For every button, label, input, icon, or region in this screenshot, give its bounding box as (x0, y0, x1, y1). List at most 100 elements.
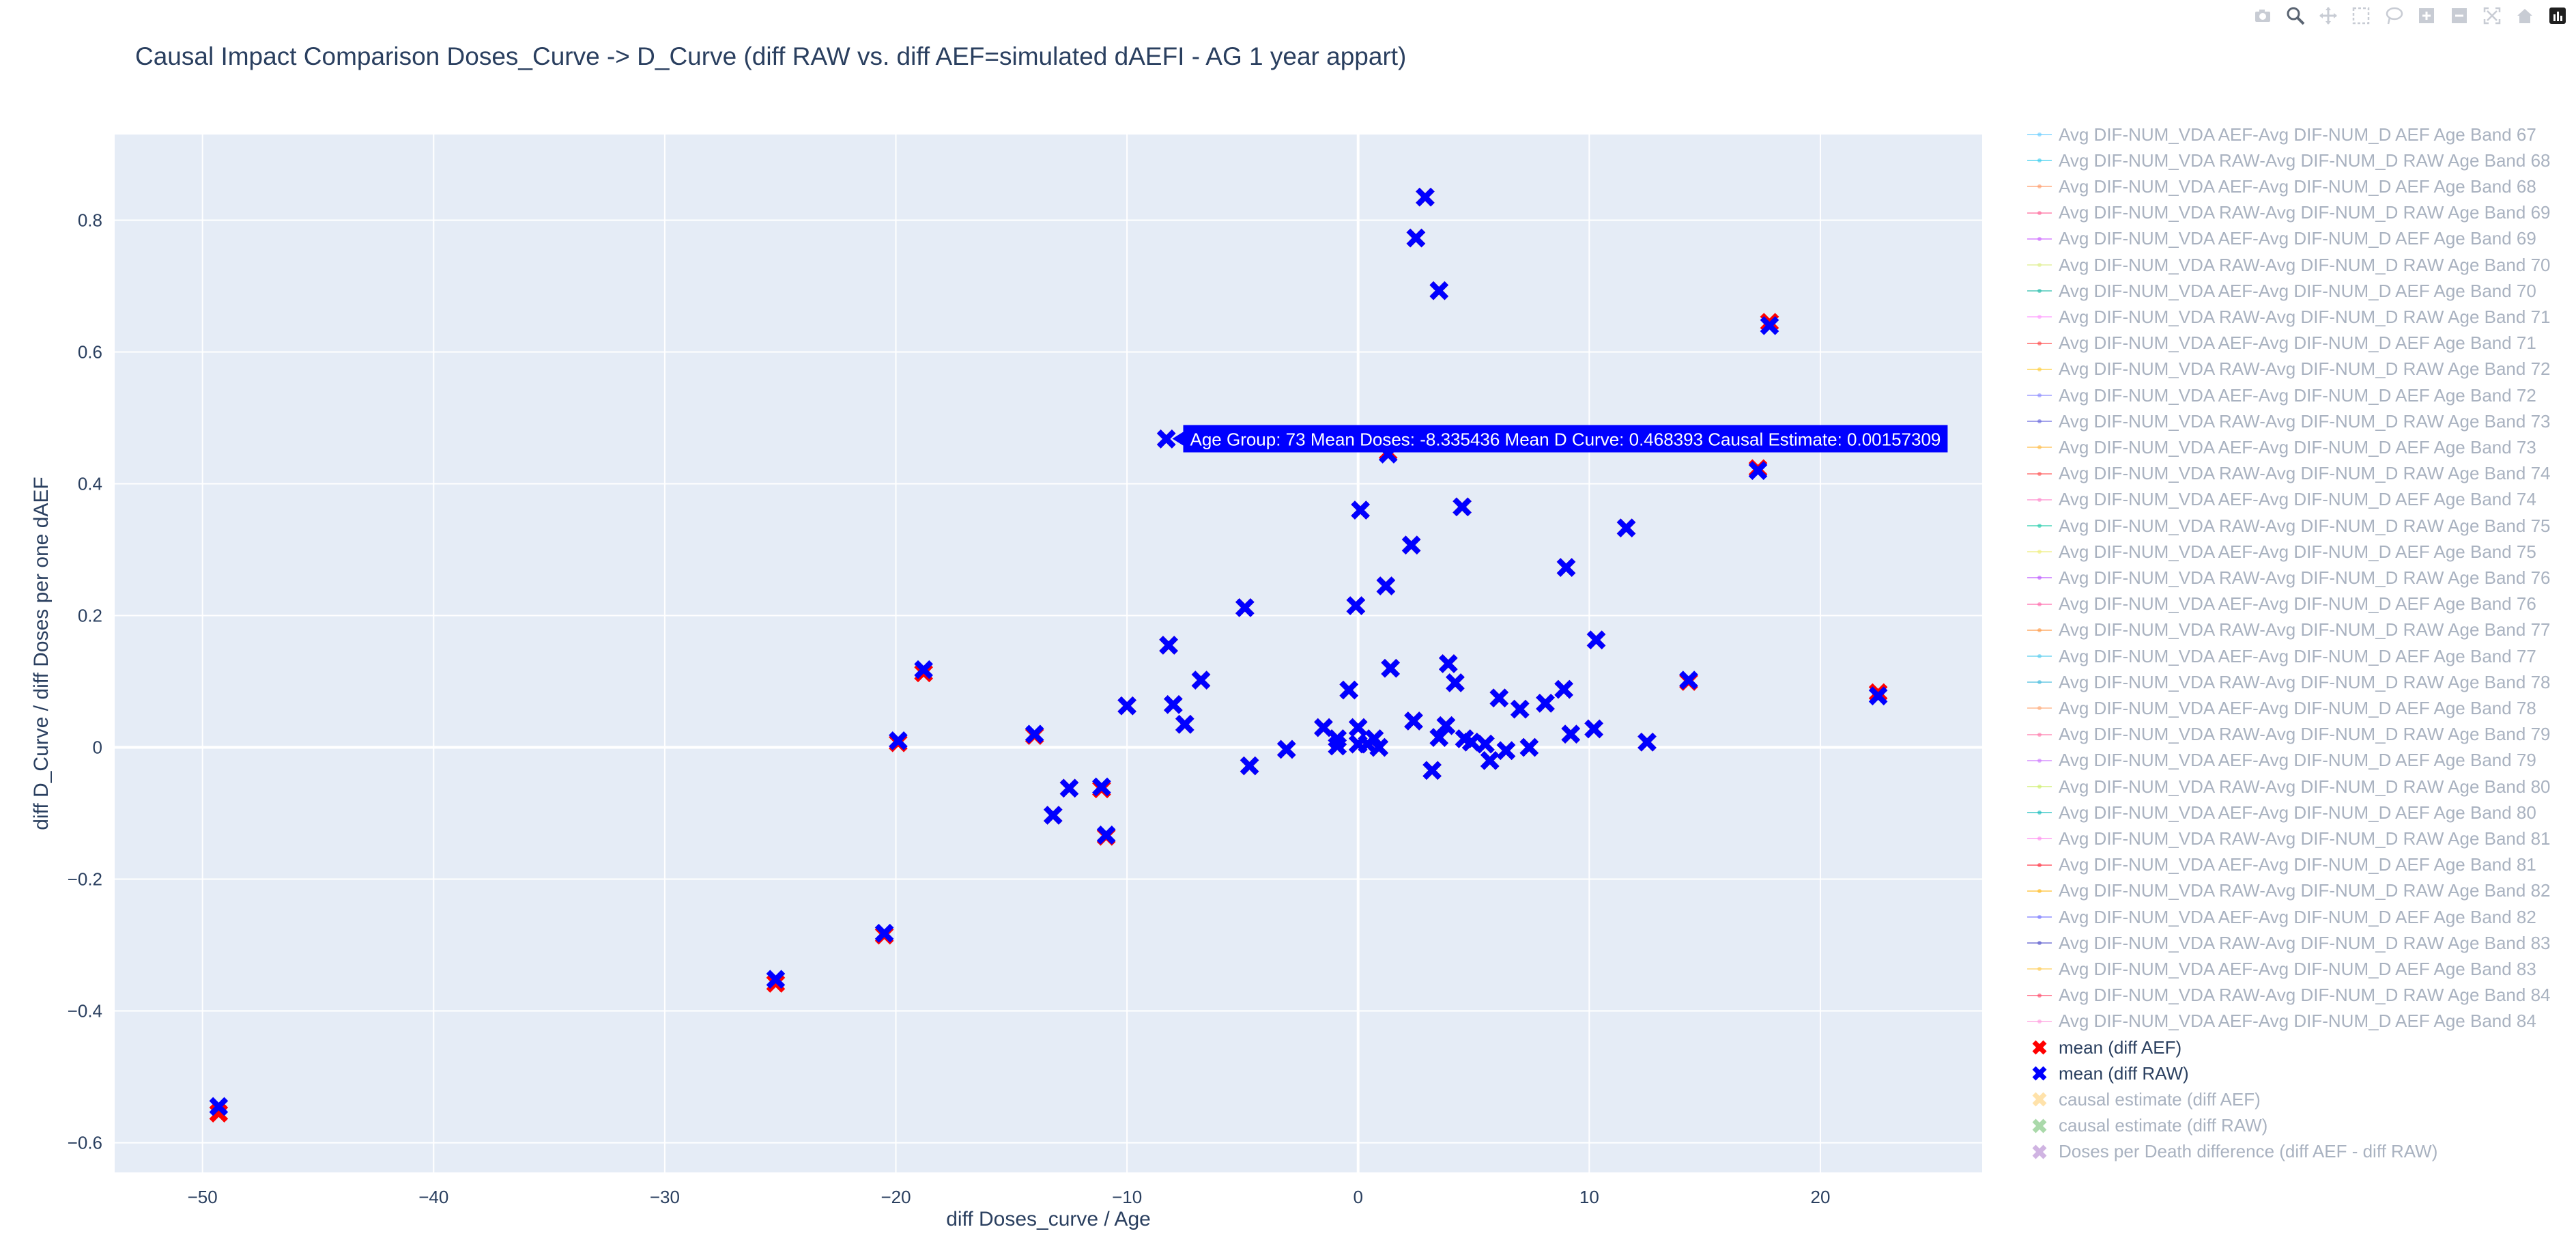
legend-item[interactable]: Avg DIF-NUM_VDA RAW-Avg DIF-NUM_D RAW Ag… (2020, 930, 2551, 956)
point-mean-diff-raw[interactable] (1760, 316, 1779, 335)
legend-item[interactable]: Avg DIF-NUM_VDA AEF-Avg DIF-NUM_D AEF Ag… (2020, 695, 2536, 721)
point-mean-diff-raw[interactable] (1438, 654, 1458, 673)
legend-item[interactable]: Avg DIF-NUM_VDA RAW-Avg DIF-NUM_D RAW Ag… (2020, 722, 2551, 748)
autoscale-icon[interactable] (2480, 4, 2504, 27)
point-mean-diff-raw[interactable] (1554, 679, 1573, 699)
legend-item[interactable]: Avg DIF-NUM_VDA AEF-Avg DIF-NUM_D AEF Ag… (2020, 487, 2536, 513)
point-mean-diff-raw[interactable] (1025, 724, 1044, 744)
point-mean-diff-raw[interactable] (1561, 724, 1581, 744)
point-mean-diff-raw[interactable] (1235, 598, 1255, 617)
point-mean-diff-raw[interactable] (766, 970, 786, 989)
point-mean-diff-raw[interactable] (1584, 719, 1603, 739)
legend-item[interactable]: Avg DIF-NUM_VDA RAW-Avg DIF-NUM_D RAW Ag… (2020, 461, 2551, 487)
plotly-logo-icon[interactable] (2546, 4, 2569, 27)
legend-item[interactable]: Avg DIF-NUM_VDA AEF-Avg DIF-NUM_D AEF Ag… (2020, 852, 2536, 878)
legend-item[interactable]: Doses per Death difference (diff AEF - d… (2020, 1139, 2437, 1165)
point-mean-diff-raw[interactable] (1489, 688, 1509, 707)
point-mean-diff-raw[interactable] (1376, 576, 1396, 595)
point-mean-diff-raw[interactable] (1156, 429, 1176, 449)
legend-item[interactable]: Avg DIF-NUM_VDA RAW-Avg DIF-NUM_D RAW Ag… (2020, 304, 2551, 330)
point-mean-diff-raw[interactable] (1480, 751, 1500, 770)
point-mean-diff-raw[interactable] (1092, 777, 1111, 797)
legend-item[interactable]: Avg DIF-NUM_VDA AEF-Avg DIF-NUM_D AEF Ag… (2020, 434, 2536, 460)
point-mean-diff-raw[interactable] (1404, 711, 1423, 731)
point-mean-diff-raw[interactable] (1276, 739, 1296, 759)
zoom-out-icon[interactable] (2448, 4, 2471, 27)
point-mean-diff-raw[interactable] (1868, 686, 1888, 706)
point-mean-diff-raw[interactable] (1748, 461, 1768, 481)
legend-item[interactable]: Avg DIF-NUM_VDA RAW-Avg DIF-NUM_D RAW Ag… (2020, 513, 2551, 539)
legend-item[interactable]: Avg DIF-NUM_VDA AEF-Avg DIF-NUM_D AEF Ag… (2020, 128, 2536, 147)
point-mean-diff-raw[interactable] (1637, 732, 1657, 752)
point-mean-diff-raw[interactable] (1446, 673, 1465, 692)
legend-item[interactable]: Avg DIF-NUM_VDA AEF-Avg DIF-NUM_D AEF Ag… (2020, 330, 2536, 356)
legend-item[interactable]: Avg DIF-NUM_VDA AEF-Avg DIF-NUM_D AEF Ag… (2020, 643, 2536, 669)
point-mean-diff-raw[interactable] (1191, 671, 1211, 690)
scatter-plot[interactable]: −50 −40 −30 −20 −10 0 10 20 −0.6 −0.4 −0.2 0 0.2 0.4 0… (0, 0, 2007, 1240)
legend-item[interactable]: causal estimate (diff AEF) (2020, 1086, 2261, 1112)
point-mean-diff-raw[interactable] (1510, 699, 1530, 719)
legend-item[interactable]: mean (diff AEF) (2020, 1034, 2181, 1060)
legend-item[interactable]: causal estimate (diff RAW) (2020, 1113, 2267, 1139)
legend-item[interactable]: Avg DIF-NUM_VDA RAW-Avg DIF-NUM_D RAW Ag… (2020, 878, 2551, 904)
point-mean-diff-raw[interactable] (1401, 535, 1421, 555)
point-mean-diff-raw[interactable] (1339, 680, 1359, 700)
reset-axes-icon[interactable] (2513, 4, 2536, 27)
pan-icon[interactable] (2317, 4, 2340, 27)
point-mean-diff-raw[interactable] (1679, 671, 1698, 690)
legend-item[interactable]: Avg DIF-NUM_VDA RAW-Avg DIF-NUM_D RAW Ag… (2020, 200, 2551, 226)
legend-item[interactable]: Avg DIF-NUM_VDA AEF-Avg DIF-NUM_D AEF Ag… (2020, 956, 2536, 982)
legend-item[interactable]: Avg DIF-NUM_VDA RAW-Avg DIF-NUM_D RAW Ag… (2020, 826, 2551, 851)
point-mean-diff-raw[interactable] (1117, 696, 1136, 716)
legend-item[interactable]: Avg DIF-NUM_VDA RAW-Avg DIF-NUM_D RAW Ag… (2020, 774, 2551, 800)
legend-item[interactable]: Avg DIF-NUM_VDA RAW-Avg DIF-NUM_D RAW Ag… (2020, 356, 2551, 382)
point-mean-diff-raw[interactable] (1096, 826, 1116, 845)
point-mean-diff-raw[interactable] (1436, 716, 1456, 735)
legend-item[interactable]: Avg DIF-NUM_VDA AEF-Avg DIF-NUM_D AEF Ag… (2020, 539, 2536, 565)
point-mean-diff-raw[interactable] (1429, 281, 1449, 300)
legend-item[interactable]: Avg DIF-NUM_VDA AEF-Avg DIF-NUM_D AEF Ag… (2020, 800, 2536, 826)
legend-item[interactable]: Avg DIF-NUM_VDA AEF-Avg DIF-NUM_D AEF Ag… (2020, 382, 2536, 408)
zoom-in-icon[interactable] (2415, 4, 2438, 27)
point-mean-diff-raw[interactable] (1461, 732, 1481, 752)
point-mean-diff-raw[interactable] (209, 1097, 229, 1116)
legend-item[interactable]: Avg DIF-NUM_VDA RAW-Avg DIF-NUM_D RAW Ag… (2020, 565, 2551, 591)
point-mean-diff-raw[interactable] (1328, 729, 1347, 748)
point-mean-diff-raw[interactable] (1314, 718, 1333, 737)
point-mean-diff-raw[interactable] (1496, 741, 1516, 761)
legend-item[interactable]: Avg DIF-NUM_VDA AEF-Avg DIF-NUM_D AEF Ag… (2020, 1009, 2536, 1034)
point-mean-diff-raw[interactable] (1429, 728, 1449, 747)
legend-item[interactable]: Avg DIF-NUM_VDA AEF-Avg DIF-NUM_D AEF Ag… (2020, 748, 2536, 774)
point-mean-diff-raw[interactable] (1422, 761, 1442, 780)
legend-item[interactable]: Avg DIF-NUM_VDA AEF-Avg DIF-NUM_D AEF Ag… (2020, 278, 2536, 304)
point-mean-diff-raw[interactable] (1059, 778, 1079, 798)
legend-item[interactable]: Avg DIF-NUM_VDA AEF-Avg DIF-NUM_D AEF Ag… (2020, 226, 2536, 252)
legend-item[interactable]: Avg DIF-NUM_VDA RAW-Avg DIF-NUM_D RAW Ag… (2020, 617, 2551, 643)
lasso-icon[interactable] (2382, 4, 2405, 27)
legend-item[interactable]: Avg DIF-NUM_VDA RAW-Avg DIF-NUM_D RAW Ag… (2020, 252, 2551, 278)
legend-item[interactable]: Avg DIF-NUM_VDA RAW-Avg DIF-NUM_D RAW Ag… (2020, 983, 2551, 1009)
point-mean-diff-raw[interactable] (914, 660, 933, 679)
data-points[interactable] (209, 187, 1888, 1123)
point-mean-diff-aef[interactable] (766, 974, 786, 993)
legend[interactable]: Avg DIF-NUM_VDA AEF-Avg DIF-NUM_D AEF Ag… (2020, 128, 2576, 1166)
point-mean-diff-raw[interactable] (1369, 737, 1389, 757)
point-mean-diff-raw[interactable] (1043, 806, 1063, 825)
point-mean-diff-raw[interactable] (1536, 694, 1555, 713)
point-mean-diff-raw[interactable] (1346, 596, 1366, 615)
point-mean-diff-raw[interactable] (1416, 187, 1435, 207)
camera-icon[interactable] (2251, 4, 2274, 27)
legend-item[interactable]: Avg DIF-NUM_VDA AEF-Avg DIF-NUM_D AEF Ag… (2020, 904, 2536, 930)
point-mean-diff-raw[interactable] (1351, 501, 1370, 520)
legend-item[interactable]: Avg DIF-NUM_VDA RAW-Avg DIF-NUM_D RAW Ag… (2020, 408, 2551, 434)
point-mean-diff-raw[interactable] (1240, 756, 1259, 776)
point-mean-diff-raw[interactable] (1381, 658, 1400, 678)
box-select-icon[interactable] (2349, 4, 2373, 27)
point-mean-diff-raw[interactable] (1476, 734, 1495, 754)
point-mean-diff-raw[interactable] (1348, 718, 1368, 737)
legend-item[interactable]: Avg DIF-NUM_VDA RAW-Avg DIF-NUM_D RAW Ag… (2020, 147, 2551, 173)
point-mean-diff-raw[interactable] (1175, 714, 1194, 734)
point-mean-diff-raw[interactable] (1519, 737, 1539, 757)
point-mean-diff-raw[interactable] (1406, 228, 1426, 248)
point-mean-diff-raw[interactable] (1452, 497, 1472, 517)
